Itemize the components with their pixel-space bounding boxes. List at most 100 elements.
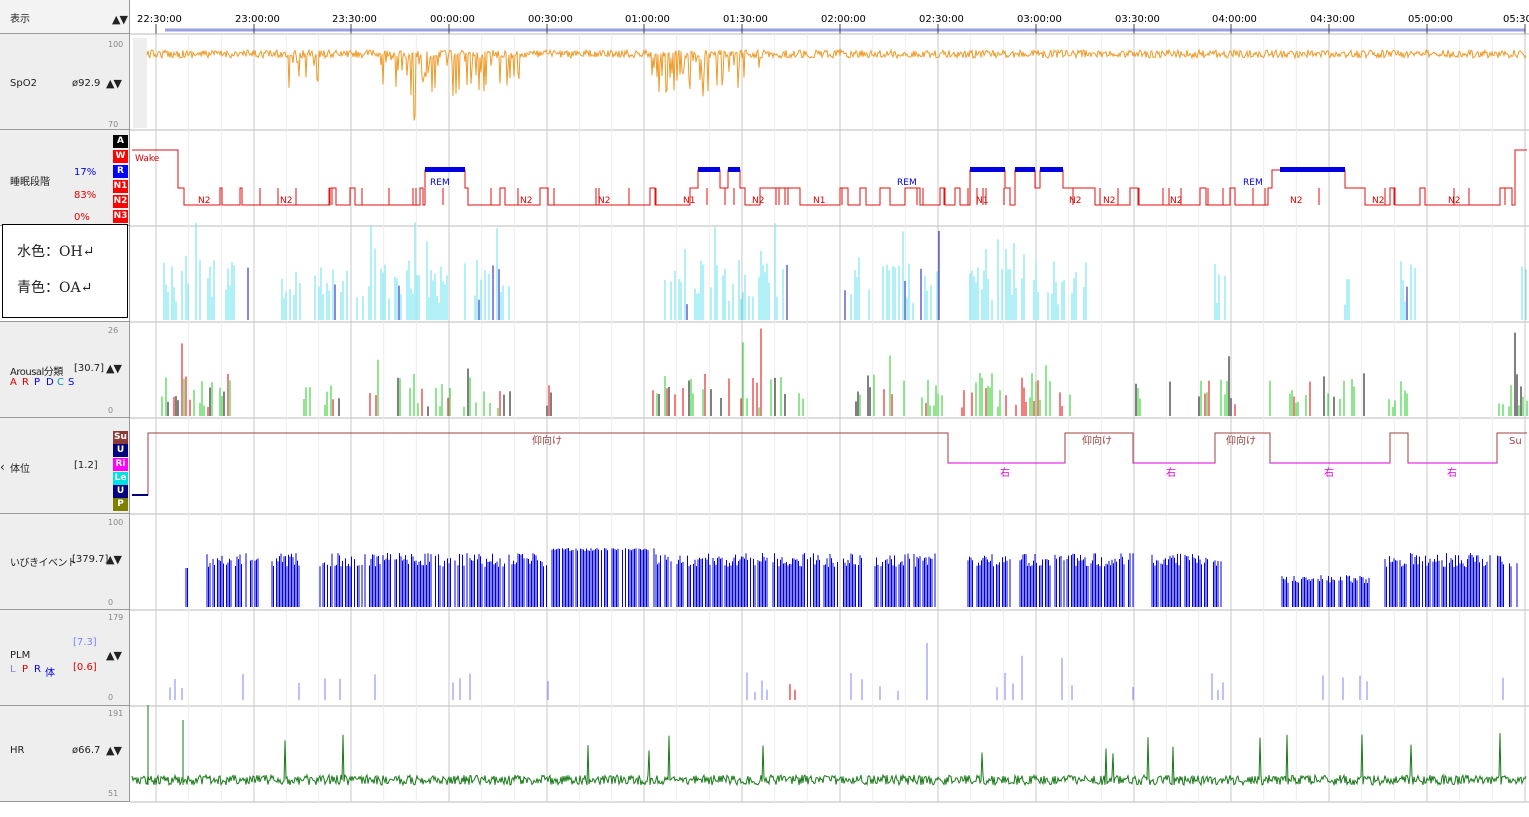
arousal-label: Arousal分類 bbox=[10, 367, 63, 378]
plm-scale-min: 0 bbox=[108, 693, 113, 702]
display-label: 表示 bbox=[10, 14, 30, 25]
stage-annotation: N1 bbox=[683, 196, 695, 206]
stage-annotation: N2 bbox=[1170, 196, 1182, 206]
rem-bar bbox=[1280, 167, 1345, 172]
time-tick-label: 22:30:00 bbox=[137, 14, 182, 25]
arousal-value: [30.7] bbox=[74, 363, 105, 374]
time-tick-label: 03:00:00 bbox=[1017, 14, 1062, 25]
snore-scale-arrows[interactable]: ▲▼ bbox=[106, 553, 122, 566]
sleep-pct-n3: 0% bbox=[74, 212, 90, 223]
stage-annotation: N2 bbox=[598, 196, 610, 206]
time-tick-label: 01:00:00 bbox=[625, 14, 670, 25]
spo2-trace bbox=[146, 48, 1527, 121]
arousal-letter-c: C bbox=[57, 377, 64, 388]
sleep-track-header: 睡眠段階 17% 83% 0% A W R N1 N2 N3 bbox=[0, 130, 130, 226]
position-label-mark: 仰向け bbox=[1226, 434, 1256, 447]
plm-sub-l: L bbox=[10, 664, 16, 675]
stage-annotation: N2 bbox=[1448, 196, 1460, 206]
legend-oh: 水色：OH↵ bbox=[17, 244, 95, 260]
signal-start-hatch bbox=[133, 38, 147, 128]
snore-scale-max: 100 bbox=[108, 518, 123, 527]
stage-annotation: N2 bbox=[1290, 196, 1302, 206]
snore-value: [379.7] bbox=[72, 554, 109, 565]
stage-badge-n1: N1 bbox=[113, 180, 128, 193]
spo2-label: SpO2 bbox=[10, 78, 37, 89]
rem-bar bbox=[698, 167, 720, 172]
stage-annotation: N2 bbox=[520, 196, 532, 206]
stage-annotation: N2 bbox=[1069, 196, 1081, 206]
hr-scale-arrows[interactable]: ▲▼ bbox=[106, 744, 122, 757]
plm-value-bottom: [0.6] bbox=[73, 662, 97, 673]
hr-value: ø66.7 bbox=[72, 745, 101, 756]
plm-sub-r: R bbox=[34, 664, 41, 675]
stage-annotation: N2 bbox=[198, 196, 210, 206]
stage-annotation: N2 bbox=[1372, 196, 1384, 206]
stage-badge-w: W bbox=[113, 150, 128, 163]
position-code-p: P bbox=[113, 498, 128, 511]
position-code-ri: Ri bbox=[113, 458, 128, 471]
time-tick-label: 05:30 bbox=[1503, 14, 1529, 25]
stage-badge-r: R bbox=[113, 165, 128, 178]
wake-label: Wake bbox=[135, 154, 160, 164]
stage-annotation: REM bbox=[1243, 178, 1263, 188]
rem-bar bbox=[1040, 167, 1063, 172]
collapse-arrow-icon[interactable]: ‹ bbox=[0, 460, 5, 474]
sleep-label: 睡眠段階 bbox=[10, 177, 50, 188]
sleep-pct-r: 17% bbox=[74, 167, 97, 178]
time-tick-label: 23:00:00 bbox=[235, 14, 280, 25]
position-label-mark: 仰向け bbox=[1082, 434, 1112, 447]
position-label: 体位 bbox=[10, 464, 30, 475]
position-label-mark: Su bbox=[1509, 436, 1522, 447]
time-tick-label: 03:30:00 bbox=[1115, 14, 1160, 25]
hr-track-header: HR ø66.7 ▲▼ bbox=[0, 706, 130, 802]
plm-sub-body: 体 bbox=[45, 668, 55, 679]
time-tick-label: 04:00:00 bbox=[1212, 14, 1257, 25]
snore-label: いびきイベント bbox=[10, 558, 77, 569]
arousal-scale-min: 0 bbox=[108, 406, 113, 415]
hr-scale-min: 51 bbox=[108, 789, 118, 798]
rem-bar bbox=[425, 167, 465, 172]
stage-annotation: N2 bbox=[280, 196, 292, 206]
stage-annotation: N2 bbox=[752, 196, 764, 206]
stage-annotation: N2 bbox=[1103, 196, 1115, 206]
time-tick-label: 00:00:00 bbox=[430, 14, 475, 25]
time-tick-label: 02:30:00 bbox=[919, 14, 964, 25]
arousal-letter-d: D bbox=[46, 377, 54, 388]
sort-arrows[interactable]: ▲▼ bbox=[112, 13, 128, 26]
hr-scale-max: 191 bbox=[108, 709, 123, 718]
position-label-mark: 右 bbox=[1000, 466, 1010, 479]
spo2-scale-max: 100 bbox=[108, 40, 123, 49]
sleep-pct-n1: 83% bbox=[74, 190, 97, 201]
hypnogram-trace bbox=[132, 149, 1527, 206]
respiratory-legend-note: 水色：OH↵ 青色：OA↵ bbox=[2, 224, 128, 318]
time-tick-label: 05:00:00 bbox=[1408, 14, 1453, 25]
spo2-scale-arrows[interactable]: ▲▼ bbox=[106, 77, 122, 90]
plm-scale-max: 179 bbox=[108, 613, 123, 622]
time-tick-label: 23:30:00 bbox=[332, 14, 377, 25]
hr-trace bbox=[131, 733, 1527, 787]
rem-bar bbox=[970, 167, 1005, 172]
stage-badge-a: A bbox=[113, 135, 128, 148]
position-label-mark: 仰向け bbox=[532, 434, 562, 447]
spo2-scale-min: 70 bbox=[108, 120, 118, 129]
arousal-scale-arrows[interactable]: ▲▼ bbox=[106, 362, 122, 375]
stage-annotation: REM bbox=[897, 178, 917, 188]
spo2-track-header: SpO2 ø92.9 ▲▼ bbox=[0, 34, 130, 130]
plm-scale-arrows[interactable]: ▲▼ bbox=[106, 649, 122, 662]
spo2-value: ø92.9 bbox=[72, 78, 101, 89]
plm-track-header: PLM [7.3] [0.6] ▲▼ L P R 体 bbox=[0, 610, 130, 706]
arousal-letter-r: R bbox=[22, 377, 29, 388]
stage-badge-n3: N3 bbox=[113, 210, 128, 223]
arousal-letter-p: P bbox=[34, 377, 41, 388]
position-code-su: Su bbox=[113, 431, 128, 444]
position-code-u: U bbox=[113, 444, 128, 457]
hr-label: HR bbox=[10, 745, 25, 756]
arousal-scale-max: 26 bbox=[108, 326, 118, 335]
plm-label: PLM bbox=[10, 650, 31, 661]
snore-track-header: いびきイベント [379.7] ▲▼ bbox=[0, 514, 130, 610]
rem-bar bbox=[728, 167, 740, 172]
position-value: [1.2] bbox=[74, 460, 98, 471]
position-track-header: ‹ 体位 [1.2] Su U Ri Le U P bbox=[0, 418, 130, 514]
